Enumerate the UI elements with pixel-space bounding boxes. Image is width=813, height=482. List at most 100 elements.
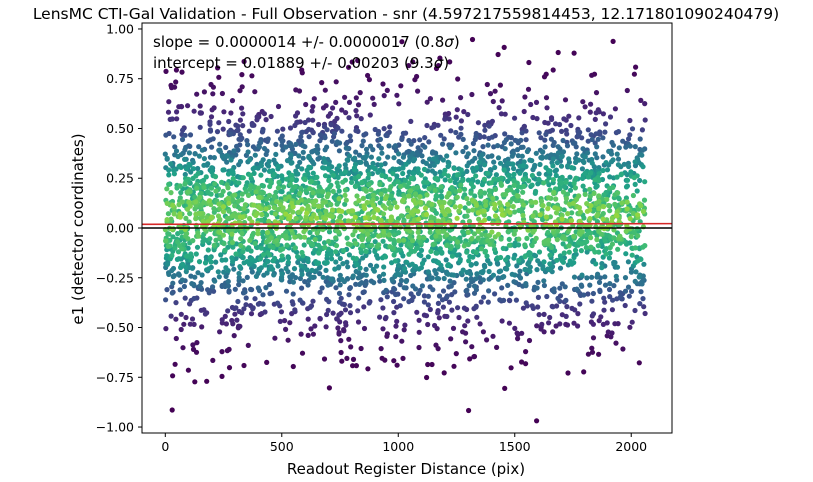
scatter-point — [366, 182, 372, 188]
scatter-point — [614, 151, 620, 157]
scatter-point — [416, 216, 422, 222]
scatter-point — [338, 171, 345, 177]
scatter-point — [258, 265, 264, 271]
scatter-point — [173, 67, 179, 73]
scatter-point — [191, 321, 197, 327]
scatter-point — [366, 77, 372, 83]
scatter-point — [473, 261, 479, 267]
scatter-point — [609, 241, 616, 247]
scatter-point — [530, 167, 536, 173]
scatter-point — [564, 143, 571, 149]
scatter-point — [629, 126, 636, 132]
scatter-point — [309, 108, 315, 114]
scatter-point — [165, 231, 171, 237]
scatter-point — [254, 114, 260, 120]
scatter-point — [455, 76, 461, 82]
scatter-point — [553, 121, 559, 127]
scatter-point — [589, 136, 595, 143]
scatter-point — [366, 171, 372, 177]
scatter-point — [178, 229, 184, 235]
scatter-point — [491, 144, 497, 150]
scatter-point — [345, 218, 352, 224]
scatter-point — [607, 250, 613, 256]
scatter-point — [636, 360, 642, 366]
scatter-point — [180, 345, 186, 351]
scatter-point — [444, 313, 450, 320]
scatter-point — [400, 355, 406, 361]
scatter-point — [331, 131, 337, 137]
scatter-point — [299, 285, 305, 291]
scatter-point — [321, 356, 328, 362]
scatter-point — [615, 190, 621, 196]
scatter-point — [345, 264, 351, 270]
scatter-point — [481, 294, 487, 300]
scatter-point — [298, 134, 304, 140]
scatter-point — [273, 141, 279, 147]
scatter-point — [579, 175, 586, 181]
scatter-point — [322, 135, 328, 141]
scatter-point — [505, 262, 511, 268]
scatter-point — [209, 165, 215, 171]
scatter-point — [184, 231, 190, 237]
scatter-point — [217, 141, 223, 147]
scatter-point — [307, 229, 313, 236]
scatter-point — [379, 224, 385, 230]
scatter-point — [198, 280, 204, 286]
scatter-point — [240, 249, 246, 255]
scatter-point — [315, 150, 321, 156]
scatter-point — [364, 199, 370, 206]
scatter-point — [602, 274, 608, 280]
y-tick-label: 0.25 — [106, 171, 134, 186]
scatter-point — [289, 160, 295, 166]
scatter-point — [290, 204, 296, 210]
scatter-point — [513, 198, 520, 204]
scatter-point — [589, 72, 595, 78]
scatter-point — [557, 184, 563, 191]
scatter-point — [310, 331, 316, 337]
scatter-point — [190, 166, 197, 172]
scatter-point — [446, 190, 452, 196]
scatter-point — [460, 136, 466, 142]
scatter-point — [458, 182, 464, 188]
scatter-point — [368, 187, 374, 193]
scatter-point — [625, 284, 632, 290]
scatter-point — [173, 148, 180, 154]
scatter-point — [511, 255, 517, 261]
scatter-point — [273, 151, 279, 157]
scatter-point — [442, 116, 448, 122]
scatter-point — [583, 245, 589, 251]
scatter-point — [272, 335, 278, 341]
scatter-point — [271, 272, 277, 278]
scatter-point — [419, 260, 426, 267]
scatter-point — [444, 232, 450, 238]
scatter-point — [173, 300, 179, 306]
scatter-point — [182, 181, 188, 187]
scatter-point — [579, 166, 586, 172]
scatter-point — [299, 271, 305, 277]
scatter-point — [525, 261, 531, 267]
scatter-point — [293, 168, 299, 174]
scatter-point — [273, 237, 280, 244]
scatter-point — [619, 200, 625, 206]
scatter-point — [255, 231, 261, 237]
scatter-point — [283, 288, 290, 294]
scatter-point — [380, 211, 387, 217]
scatter-point — [265, 136, 271, 142]
scatter-point — [222, 247, 228, 254]
scatter-point — [464, 168, 470, 174]
scatter-point — [242, 289, 248, 295]
scatter-point — [503, 191, 509, 197]
scatter-point — [501, 167, 507, 173]
scatter-point — [622, 302, 628, 309]
scatter-point — [550, 142, 556, 148]
scatter-point — [220, 126, 226, 132]
scatter-point — [278, 309, 285, 315]
scatter-point — [511, 279, 517, 285]
scatter-point — [401, 285, 407, 291]
scatter-point — [520, 305, 527, 311]
scatter-point — [196, 233, 202, 239]
scatter-point — [427, 306, 433, 313]
scatter-point — [163, 326, 169, 332]
chart-title: LensMC CTI-Gal Validation - Full Observa… — [33, 5, 779, 23]
scatter-point — [325, 307, 331, 313]
